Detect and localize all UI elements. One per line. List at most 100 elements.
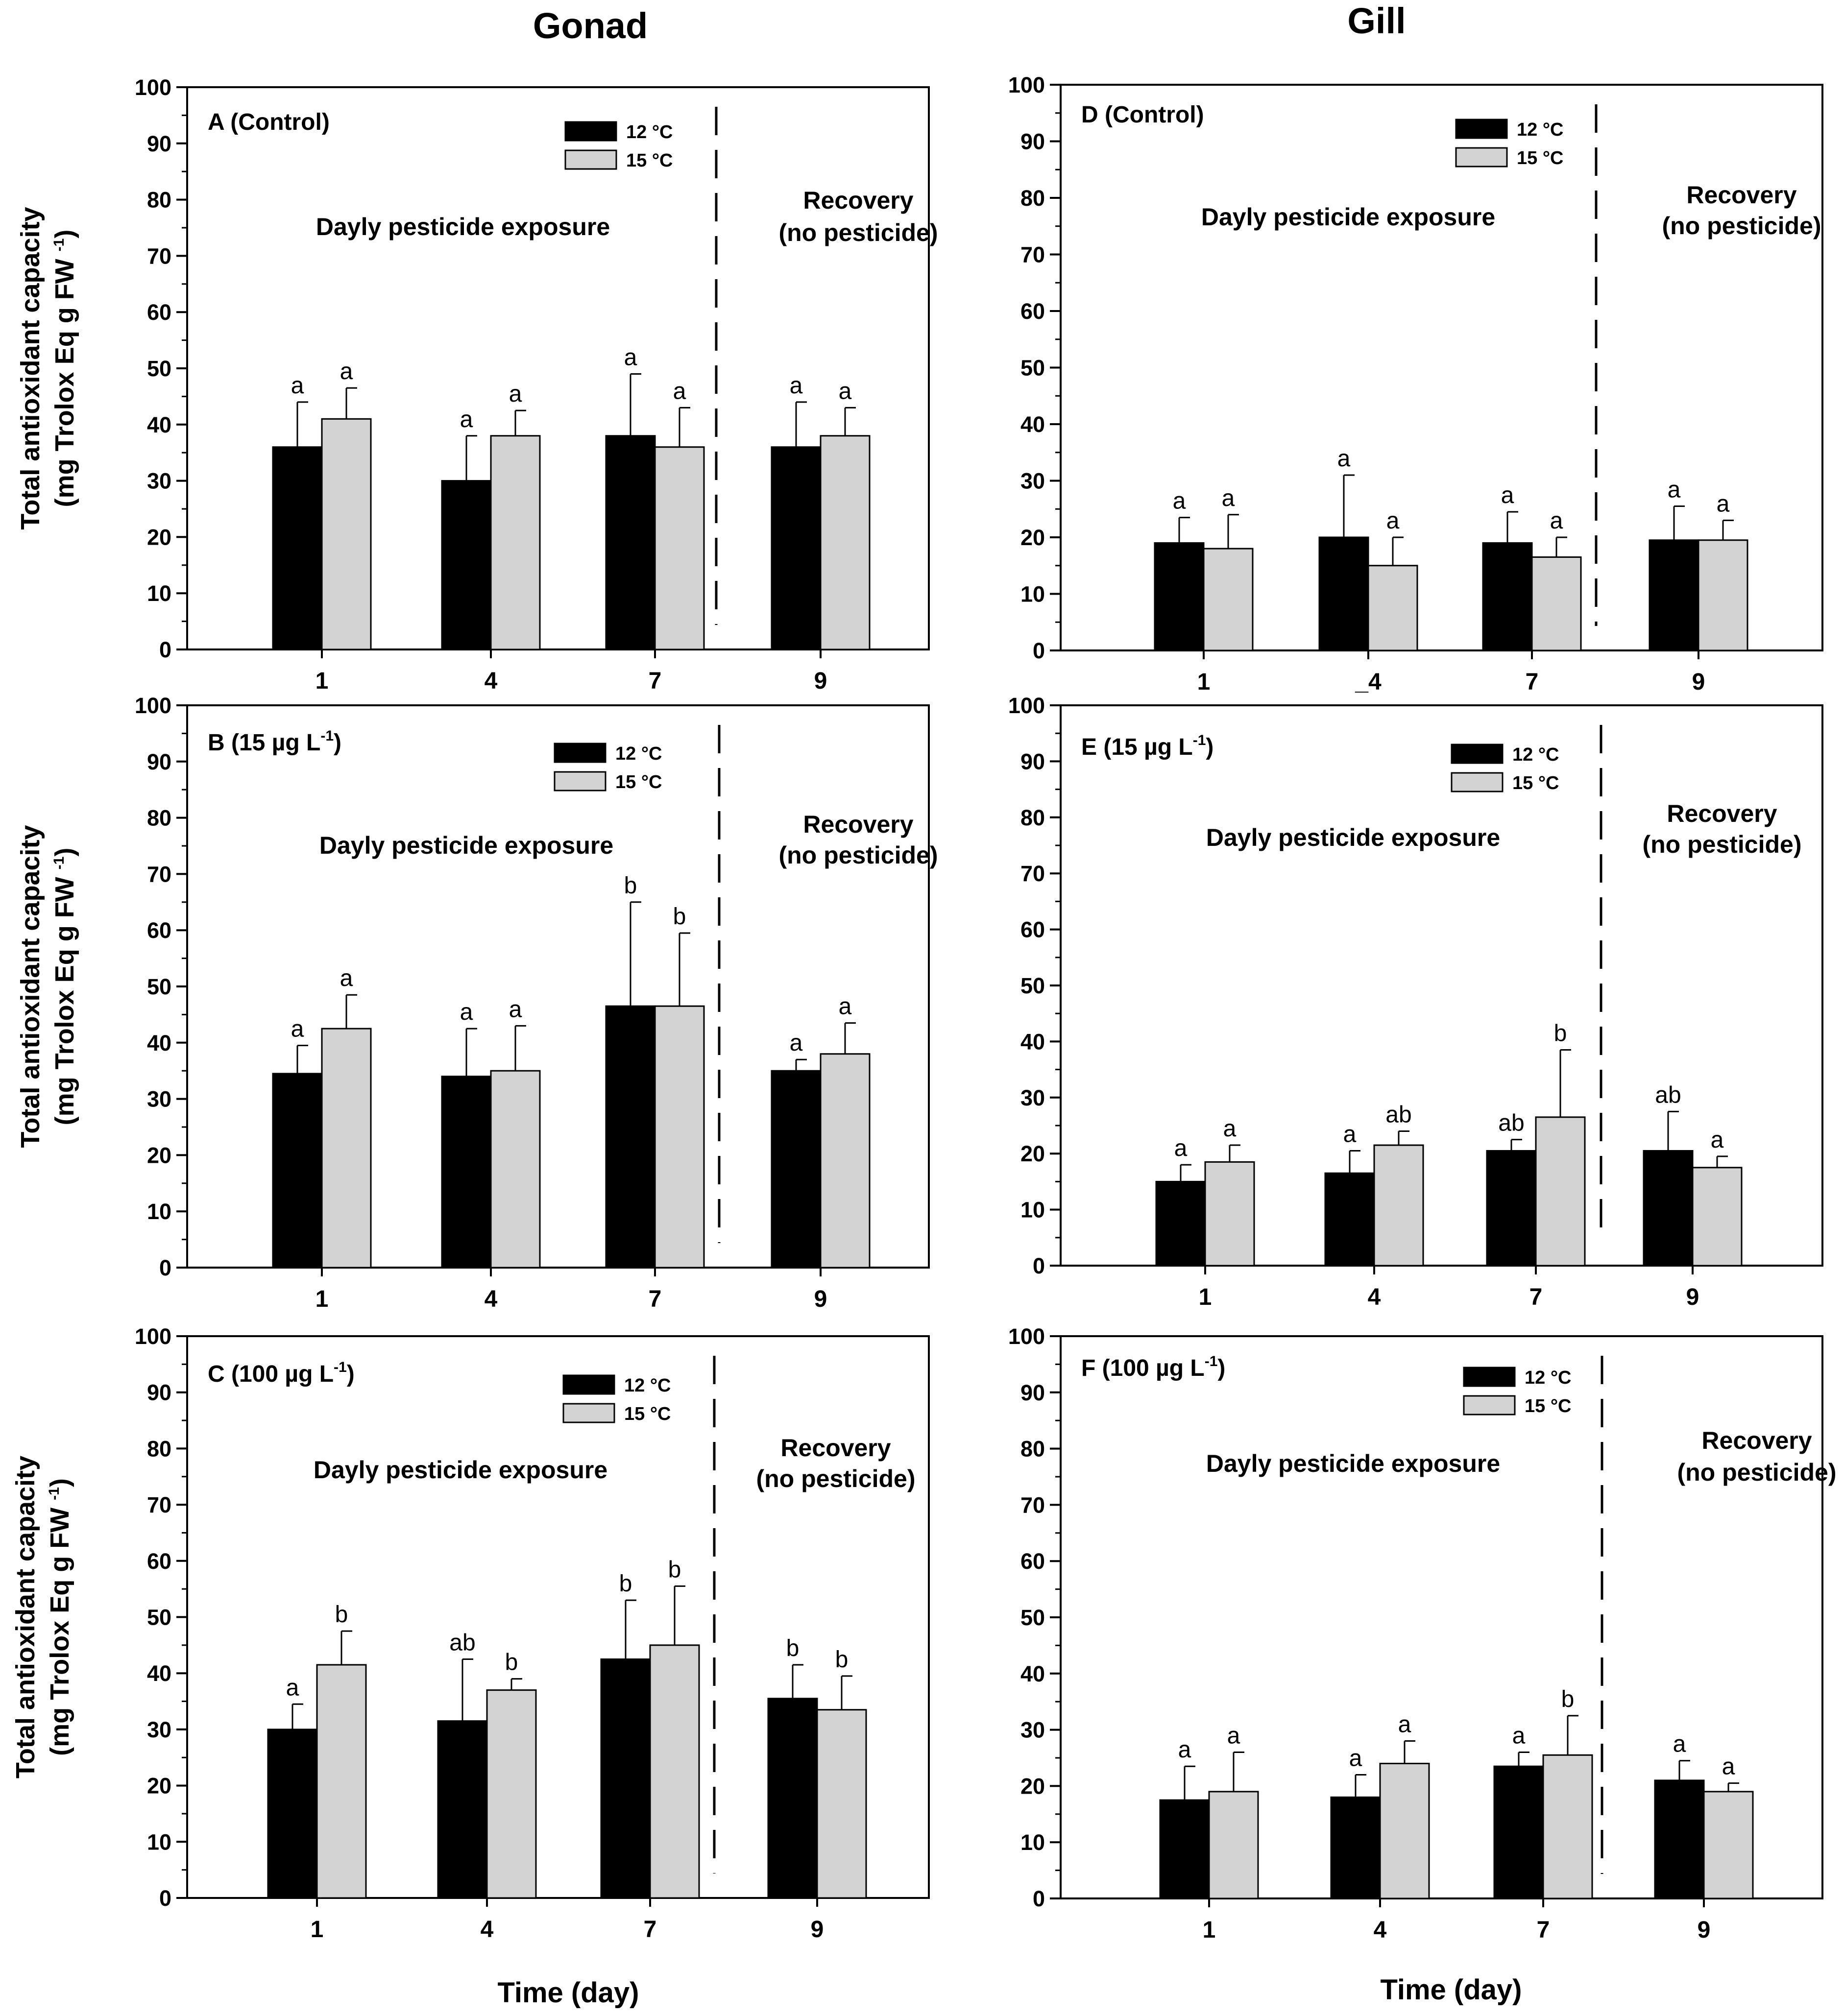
y-tick-label: 10 (1020, 1830, 1045, 1855)
recovery-region-sublabel: (no pesticide) (1662, 212, 1821, 240)
exposure-region-label: Dayly pesticide exposure (1206, 824, 1500, 851)
significance-letter: a (460, 407, 473, 432)
x-tick-label: 4 (1368, 1284, 1381, 1310)
panel-title-sup: -1 (334, 1359, 347, 1375)
legend-swatch-15c (1455, 147, 1508, 168)
significance-letter: a (1673, 1731, 1686, 1757)
y-tick-label: 80 (1020, 186, 1045, 211)
legend-label: 12 °C (1517, 120, 1563, 140)
significance-letter: a (1173, 488, 1186, 514)
bar-12c (1493, 1765, 1544, 1899)
recovery-region-sublabel: (no pesticide) (756, 1465, 915, 1492)
y-tick-label: 40 (147, 1031, 171, 1056)
y-axis-title-line1: Total antioxidant capacity (16, 207, 45, 529)
y-axis-title-suffix: ) (45, 1478, 74, 1487)
y-axis-title: Total antioxidant capacity (mg Trolox Eq … (16, 825, 79, 1148)
chart-panel-a: 0 10 20 30 40 50 60 70 80 90 100 1 4 7 9 a a a a a a a a A (Con… (16, 75, 938, 694)
y-tick-label: 10 (147, 1199, 171, 1224)
x-tick-label: 7 (649, 668, 662, 694)
significance-letter: a (286, 1675, 299, 1701)
bar-12c (267, 1728, 318, 1899)
significance-letter: a (340, 359, 353, 384)
y-axis-title-line2: (mg Trolox Eq g FW (50, 251, 79, 507)
y-tick-label: 70 (147, 243, 171, 268)
x-tick-label: _4 (1355, 669, 1382, 695)
y-axis-title-sup: -1 (51, 239, 67, 252)
y-tick-label: 0 (1033, 1253, 1045, 1278)
x-tick-label: 1 (315, 1286, 329, 1312)
legend-swatch-15c (564, 149, 617, 170)
bar-12c (272, 446, 323, 650)
y-tick-label: 0 (159, 637, 171, 662)
significance-letter: a (1386, 508, 1400, 534)
significance-letter: b (673, 904, 686, 930)
y-tick-label: 40 (1020, 1661, 1045, 1686)
x-tick-label: 1 (1199, 1284, 1212, 1310)
significance-letter: a (839, 994, 852, 1020)
y-tick-label: 40 (147, 1661, 171, 1686)
legend-label: 15 °C (1512, 773, 1559, 793)
y-tick-label: 50 (147, 356, 171, 381)
legend-swatch-12c (554, 743, 607, 763)
y-tick-label: 30 (147, 469, 171, 494)
exposure-region-label: Dayly pesticide exposure (314, 1456, 607, 1484)
recovery-region-sublabel: (no pesticide) (1642, 831, 1801, 858)
significance-letter: b (1554, 1021, 1567, 1047)
significance-letter: a (839, 378, 852, 404)
y-tick-label: 20 (1020, 525, 1045, 550)
bar-12c (1654, 1779, 1705, 1899)
legend-swatch-15c (1463, 1395, 1516, 1416)
significance-letter: b (668, 1557, 681, 1583)
y-tick-label: 80 (147, 1436, 171, 1461)
legend-label: 12 °C (615, 744, 662, 764)
significance-letter: a (790, 373, 803, 399)
significance-letter: a (509, 381, 522, 407)
significance-letter: a (624, 344, 637, 370)
bar-15c (486, 1689, 537, 1899)
significance-letter: b (335, 1602, 348, 1628)
bar-12c (1649, 539, 1699, 651)
bar-15c (321, 418, 372, 650)
x-tick-label: 1 (315, 668, 329, 694)
bar-15c (1204, 1161, 1255, 1267)
panel-title: F (100 µg L-1) (1081, 1353, 1225, 1381)
x-tick-label: 9 (814, 1286, 827, 1312)
significance-letter: ab (1385, 1102, 1411, 1128)
bar-15c (1208, 1791, 1259, 1899)
x-tick-label: 4 (485, 668, 498, 694)
bar-12c (1154, 542, 1205, 651)
y-axis-title-suffix: ) (50, 230, 79, 239)
y-tick-label: 70 (1020, 1492, 1045, 1517)
x-tick-label: 4 (481, 1917, 494, 1943)
panel-title-text: A (Control) (208, 109, 330, 135)
legend-swatch-15c (562, 1403, 615, 1423)
x-tick-label: 9 (1686, 1284, 1699, 1310)
y-tick-label: 60 (147, 918, 171, 943)
y-tick-label: 100 (1008, 693, 1045, 718)
panel-title-sup: -1 (1205, 1353, 1218, 1369)
y-tick-label: 90 (1020, 749, 1045, 774)
significance-letter: ab (1498, 1110, 1524, 1136)
significance-letter: a (1717, 491, 1730, 517)
bar-12c (1159, 1799, 1210, 1899)
bar-15c (816, 1709, 867, 1899)
bar-12c (605, 435, 656, 650)
y-tick-label: 10 (1020, 1198, 1045, 1223)
panel-title: B (15 µg L-1) (208, 728, 341, 756)
panel-title-text: B (15 µg L (208, 730, 320, 756)
legend-swatch-12c (564, 121, 617, 142)
legend-label: 15 °C (1517, 148, 1563, 168)
y-tick-label: 20 (1020, 1774, 1045, 1799)
x-tick-label: 7 (1526, 669, 1539, 695)
bar-12c (605, 1005, 656, 1269)
bar-12c (1324, 1172, 1375, 1267)
bar-15c (1379, 1762, 1430, 1899)
chart-panel-f: 0 10 20 30 40 50 60 70 80 90 100 1 4 7 9 a a a a a a b a F (100… (1008, 1324, 1837, 1943)
y-tick-label: 100 (1008, 1324, 1045, 1349)
y-tick-label: 20 (147, 525, 171, 550)
significance-letter: b (835, 1647, 849, 1673)
y-tick-label: 30 (1020, 1085, 1045, 1110)
y-tick-label: 90 (1020, 1380, 1045, 1405)
significance-letter: a (673, 378, 686, 404)
exposure-region-label: Dayly pesticide exposure (1201, 203, 1495, 231)
